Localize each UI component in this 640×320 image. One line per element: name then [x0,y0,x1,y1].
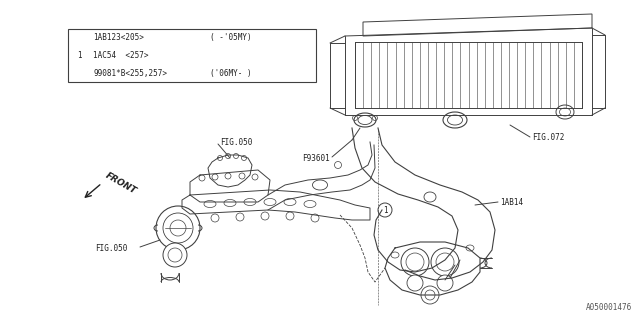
Circle shape [239,173,245,179]
Text: ( -'05MY): ( -'05MY) [210,33,252,42]
Circle shape [437,275,453,291]
Circle shape [212,174,218,180]
Circle shape [225,173,231,179]
Circle shape [421,286,439,304]
Circle shape [225,154,230,158]
Circle shape [252,174,258,180]
Text: FIG.072: FIG.072 [532,132,564,141]
Text: F93601: F93601 [302,154,330,163]
Circle shape [401,248,429,276]
Text: ('06MY- ): ('06MY- ) [210,69,252,78]
Circle shape [170,220,186,236]
Circle shape [236,213,244,221]
Text: 1AC54  <257>: 1AC54 <257> [93,51,148,60]
Circle shape [241,156,246,161]
Circle shape [406,253,424,271]
Circle shape [261,212,269,220]
Circle shape [436,253,454,271]
Text: 1: 1 [383,205,387,214]
Circle shape [163,213,193,243]
Text: 1AB14: 1AB14 [500,197,523,206]
Text: FRONT: FRONT [104,171,138,196]
Text: 99081*B<255,257>: 99081*B<255,257> [93,69,167,78]
Circle shape [286,212,294,220]
Circle shape [234,154,239,158]
Text: 1: 1 [77,51,81,60]
Circle shape [72,49,86,62]
Circle shape [335,162,342,169]
Text: FIG.050: FIG.050 [220,138,252,147]
Circle shape [311,214,319,222]
Circle shape [156,206,200,250]
Circle shape [431,248,459,276]
Text: FIG.050: FIG.050 [95,244,127,252]
Circle shape [163,243,187,267]
Circle shape [407,275,423,291]
Text: A050001476: A050001476 [586,303,632,312]
Circle shape [199,175,205,181]
Text: 1AB123<205>: 1AB123<205> [93,33,144,42]
Circle shape [168,248,182,262]
Circle shape [425,290,435,300]
Circle shape [378,203,392,217]
Circle shape [211,214,219,222]
Circle shape [218,156,223,161]
Bar [68,29,316,82]
